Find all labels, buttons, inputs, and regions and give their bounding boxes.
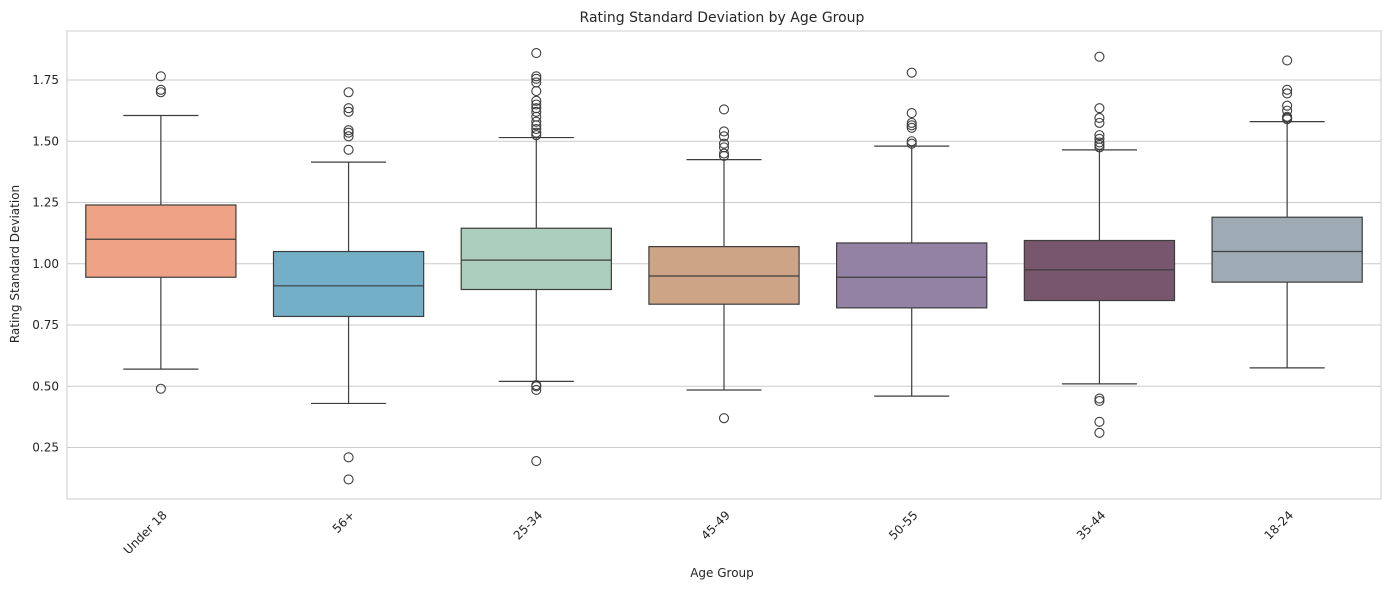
outlier-point — [531, 99, 542, 110]
outlier-point — [1094, 139, 1105, 150]
outlier-point — [1094, 117, 1105, 128]
y-tick-labels: 0.25 0.50 0.75 1.00 1.25 1.50 1.75 — [32, 73, 59, 455]
x-tick-label: 35-44 — [1074, 508, 1109, 543]
box-group — [272, 87, 425, 485]
outlier-point — [531, 48, 542, 59]
outlier-point — [531, 130, 542, 141]
outlier-point — [1282, 105, 1293, 116]
outlier-point — [906, 136, 917, 147]
y-tick-label: 1.00 — [32, 257, 59, 271]
outlier-point — [1094, 416, 1105, 427]
outlier-point — [718, 142, 730, 153]
x-tick-labels: Under 18 56+ 25-34 45-49 50-55 35-44 18-24 — [121, 508, 1296, 557]
iqr-box — [648, 246, 800, 305]
box-group — [1023, 51, 1176, 438]
outlier-point — [531, 384, 542, 396]
outlier-point — [531, 103, 542, 114]
outlier-point — [531, 455, 542, 467]
outlier-point — [718, 131, 730, 142]
outlier-point — [155, 87, 166, 98]
outlier-point — [343, 474, 354, 485]
outlier-point — [718, 138, 730, 149]
y-tick-label: 1.25 — [32, 196, 59, 210]
outlier-point — [343, 131, 354, 142]
outlier-point — [343, 106, 354, 117]
outlier-point — [531, 380, 542, 391]
outlier-point — [343, 125, 354, 136]
outlier-point — [718, 148, 730, 159]
outlier-point — [155, 383, 166, 394]
box-group — [460, 48, 612, 467]
outlier-point — [1282, 88, 1293, 99]
outlier-point — [1094, 427, 1105, 438]
box-group — [85, 71, 237, 394]
outlier-point — [718, 104, 730, 115]
outlier-point — [906, 67, 917, 78]
outlier-point — [531, 106, 542, 117]
outlier-point — [343, 452, 354, 463]
x-tick-label: 18-24 — [1262, 508, 1297, 543]
outlier-point — [1282, 84, 1293, 95]
outlier-point — [531, 77, 542, 88]
outlier-point — [906, 122, 917, 133]
iqr-box — [85, 204, 237, 278]
iqr-box — [1211, 216, 1363, 283]
outlier-point — [1282, 111, 1293, 122]
box-plots — [85, 48, 1363, 485]
chart-title: Rating Standard Deviation by Age Group — [580, 10, 865, 26]
outlier-point — [1094, 130, 1105, 141]
outlier-point — [531, 123, 542, 135]
box-group — [648, 104, 800, 424]
x-tick-label: 56+ — [330, 508, 358, 536]
outlier-point — [531, 71, 542, 82]
x-axis-label: Age Group — [690, 566, 754, 580]
x-tick-label: Under 18 — [121, 508, 170, 557]
y-tick-label: 0.25 — [32, 441, 59, 455]
outlier-point — [1094, 395, 1105, 407]
outlier-point — [1282, 100, 1293, 111]
outlier-point — [1094, 137, 1105, 148]
outlier-point — [343, 103, 354, 114]
y-tick-label: 0.75 — [32, 318, 59, 332]
outlier-point — [1094, 133, 1105, 144]
outlier-point — [343, 144, 354, 155]
x-tick-label: 25-34 — [511, 508, 546, 543]
x-tick-label: 45-49 — [698, 508, 733, 543]
outlier-point — [531, 85, 542, 97]
box-group — [836, 67, 988, 397]
outlier-point — [1094, 51, 1105, 62]
outlier-point — [1094, 103, 1105, 114]
iqr-box — [836, 242, 988, 309]
box-group — [1211, 55, 1363, 369]
outlier-point — [531, 95, 542, 106]
y-tick-label: 0.50 — [32, 379, 59, 393]
outlier-point — [906, 138, 917, 149]
outlier-point — [1094, 393, 1105, 404]
outlier-point — [343, 87, 354, 98]
outlier-point — [531, 127, 542, 138]
outlier-point — [531, 116, 542, 127]
y-tick-label: 1.50 — [32, 134, 59, 148]
iqr-box — [460, 227, 612, 291]
plot-frame — [66, 30, 1382, 500]
outlier-point — [531, 73, 542, 84]
y-axis-label: Rating Standard Deviation — [8, 185, 22, 343]
outlier-point — [1094, 112, 1105, 124]
outlier-point — [718, 413, 730, 424]
outlier-point — [155, 71, 166, 82]
outlier-point — [1282, 55, 1293, 66]
x-tick-label: 50-55 — [886, 508, 921, 543]
iqr-box — [1023, 239, 1176, 302]
outlier-point — [906, 117, 917, 128]
y-tick-label: 1.75 — [32, 73, 59, 87]
outlier-point — [906, 108, 917, 119]
outlier-point — [718, 126, 730, 137]
iqr-box — [272, 250, 425, 318]
outlier-point — [906, 120, 917, 131]
outlier-point — [155, 84, 166, 95]
outlier-point — [343, 127, 354, 138]
